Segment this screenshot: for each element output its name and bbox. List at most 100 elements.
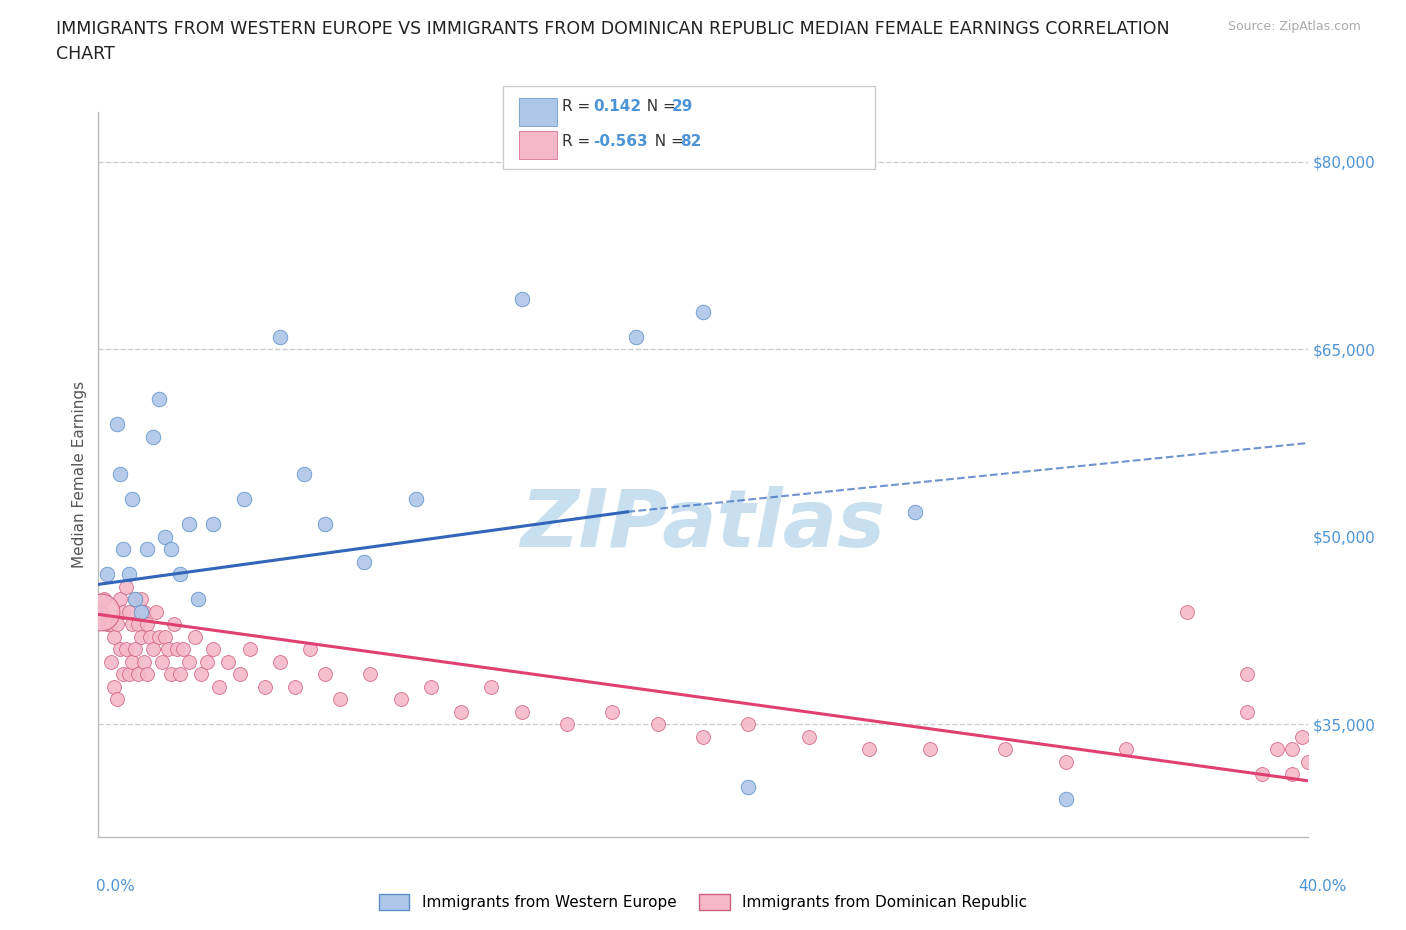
Point — [135, 667, 157, 682]
Point — [93, 591, 115, 606]
Point — [1251, 767, 1274, 782]
Point — [1296, 754, 1319, 769]
Point — [108, 591, 131, 606]
Point — [353, 554, 375, 569]
Point — [232, 492, 254, 507]
Point — [114, 642, 136, 657]
Point — [510, 292, 533, 307]
Text: -0.563: -0.563 — [593, 134, 648, 149]
Point — [190, 667, 212, 682]
Text: N =: N = — [637, 99, 681, 113]
Point — [179, 655, 201, 670]
Point — [329, 692, 352, 707]
Point — [105, 617, 128, 631]
Point — [96, 617, 118, 631]
Point — [737, 717, 759, 732]
Point — [172, 642, 194, 657]
Text: R =: R = — [562, 134, 596, 149]
Point — [626, 329, 648, 344]
Point — [195, 655, 218, 670]
Point — [108, 467, 131, 482]
Point — [118, 604, 141, 619]
Text: R =: R = — [562, 99, 596, 113]
Point — [160, 542, 183, 557]
Text: N =: N = — [645, 134, 689, 149]
Point — [145, 604, 167, 619]
Point — [1236, 705, 1258, 720]
Point — [153, 630, 176, 644]
Point — [1267, 742, 1289, 757]
Point — [253, 680, 276, 695]
Point — [118, 667, 141, 682]
Point — [184, 630, 207, 644]
Point — [142, 430, 165, 445]
Point — [153, 529, 176, 544]
Point — [129, 630, 152, 644]
Point — [405, 492, 427, 507]
Text: CHART: CHART — [56, 45, 115, 62]
Point — [858, 742, 880, 757]
Point — [111, 667, 134, 682]
Point — [269, 329, 291, 344]
Point — [132, 655, 155, 670]
Point — [229, 667, 252, 682]
Point — [114, 579, 136, 594]
Point — [121, 655, 143, 670]
Point — [202, 517, 225, 532]
Point — [148, 630, 170, 644]
Legend: Immigrants from Western Europe, Immigrants from Dominican Republic: Immigrants from Western Europe, Immigran… — [371, 886, 1035, 918]
Point — [555, 717, 578, 732]
Point — [103, 680, 125, 695]
Point — [127, 667, 149, 682]
Point — [90, 604, 112, 619]
Text: 82: 82 — [681, 134, 702, 149]
Point — [208, 680, 231, 695]
Point — [111, 542, 134, 557]
Point — [904, 504, 927, 519]
Point — [139, 630, 162, 644]
Point — [1236, 667, 1258, 682]
Point — [105, 417, 128, 432]
Point — [124, 591, 146, 606]
Point — [103, 630, 125, 644]
Point — [129, 604, 152, 619]
Point — [217, 655, 239, 670]
Y-axis label: Median Female Earnings: Median Female Earnings — [72, 380, 87, 568]
Point — [1115, 742, 1137, 757]
Point — [166, 642, 188, 657]
Point — [156, 642, 179, 657]
Point — [389, 692, 412, 707]
Point — [100, 655, 122, 670]
Point — [100, 617, 122, 631]
Text: 29: 29 — [672, 99, 693, 113]
Point — [481, 680, 503, 695]
Point — [1054, 754, 1077, 769]
Point — [1175, 604, 1198, 619]
Text: 40.0%: 40.0% — [1299, 879, 1347, 894]
Point — [96, 567, 118, 582]
Point — [918, 742, 941, 757]
Point — [169, 667, 191, 682]
Point — [142, 642, 165, 657]
Point — [314, 667, 336, 682]
Point — [179, 517, 201, 532]
Point — [108, 642, 131, 657]
Point — [105, 692, 128, 707]
Point — [239, 642, 262, 657]
Point — [737, 779, 759, 794]
Point — [647, 717, 669, 732]
Point — [169, 567, 191, 582]
Point — [90, 604, 112, 619]
Point — [299, 642, 322, 657]
Text: 0.142: 0.142 — [593, 99, 641, 113]
Point — [510, 705, 533, 720]
Point — [692, 729, 714, 744]
Text: IMMIGRANTS FROM WESTERN EUROPE VS IMMIGRANTS FROM DOMINICAN REPUBLIC MEDIAN FEMA: IMMIGRANTS FROM WESTERN EUROPE VS IMMIGR… — [56, 20, 1170, 38]
Point — [150, 655, 173, 670]
Point — [797, 729, 820, 744]
Point — [148, 392, 170, 406]
Text: 0.0%: 0.0% — [96, 879, 135, 894]
Text: ZIPatlas: ZIPatlas — [520, 486, 886, 565]
Point — [160, 667, 183, 682]
Point — [163, 617, 186, 631]
